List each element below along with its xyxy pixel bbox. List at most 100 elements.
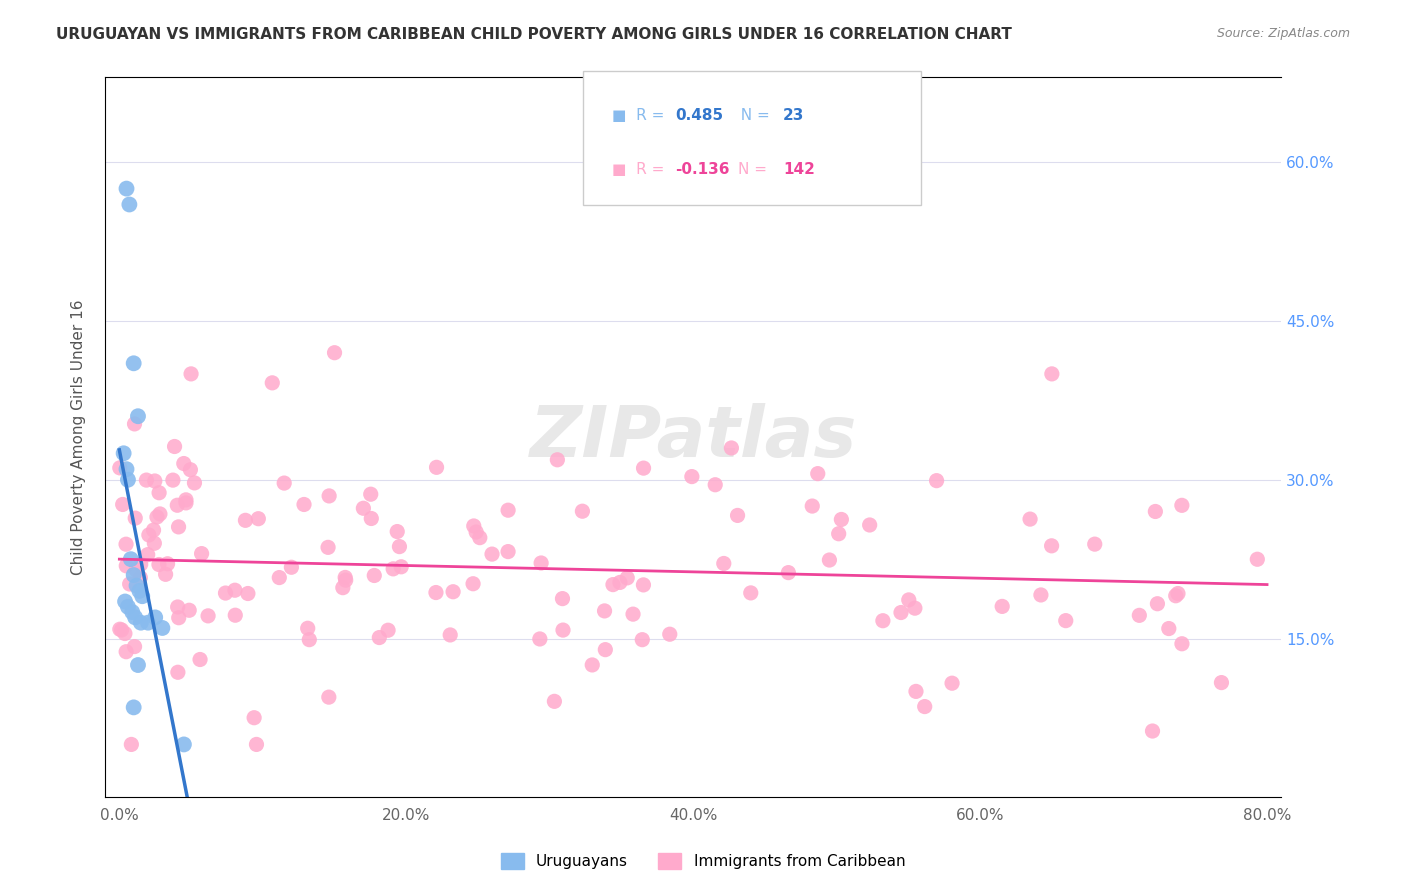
- Uruguayans: [150, 621, 173, 635]
- Immigrants from Caribbean: [298, 632, 321, 647]
- Immigrants from Caribbean: [595, 642, 617, 657]
- Immigrants from Caribbean: [115, 645, 138, 659]
- Immigrants from Caribbean: [332, 581, 354, 595]
- Immigrants from Caribbean: [496, 544, 519, 558]
- Immigrants from Caribbean: [633, 461, 655, 475]
- Immigrants from Caribbean: [167, 611, 190, 625]
- Immigrants from Caribbean: [167, 520, 190, 534]
- Immigrants from Caribbean: [439, 628, 461, 642]
- Immigrants from Caribbean: [148, 558, 170, 572]
- Immigrants from Caribbean: [1128, 608, 1150, 623]
- Uruguayans: [118, 197, 141, 211]
- Uruguayans: [115, 462, 138, 476]
- Immigrants from Caribbean: [1211, 675, 1233, 690]
- Immigrants from Caribbean: [1146, 597, 1168, 611]
- Uruguayans: [115, 181, 138, 195]
- Immigrants from Caribbean: [125, 563, 148, 577]
- Legend: Uruguayans, Immigrants from Caribbean: Uruguayans, Immigrants from Caribbean: [495, 847, 911, 875]
- Immigrants from Caribbean: [297, 621, 319, 635]
- Immigrants from Caribbean: [179, 603, 201, 617]
- Immigrants from Caribbean: [115, 558, 138, 573]
- Immigrants from Caribbean: [316, 541, 339, 555]
- Immigrants from Caribbean: [818, 553, 841, 567]
- Uruguayans: [120, 552, 142, 566]
- Immigrants from Caribbean: [807, 467, 830, 481]
- Uruguayans: [125, 579, 148, 593]
- Immigrants from Caribbean: [551, 623, 574, 637]
- Immigrants from Caribbean: [183, 475, 205, 490]
- Immigrants from Caribbean: [245, 738, 267, 752]
- Text: ■  R =: ■ R =: [612, 109, 669, 123]
- Immigrants from Caribbean: [236, 586, 259, 600]
- Immigrants from Caribbean: [280, 560, 302, 574]
- Immigrants from Caribbean: [1144, 504, 1167, 518]
- Immigrants from Caribbean: [156, 557, 179, 571]
- Immigrants from Caribbean: [463, 519, 485, 533]
- Immigrants from Caribbean: [602, 577, 624, 591]
- Immigrants from Caribbean: [166, 599, 188, 614]
- Point: [180, 367, 202, 381]
- Immigrants from Caribbean: [163, 440, 186, 454]
- Uruguayans: [117, 473, 139, 487]
- Text: 23: 23: [783, 109, 804, 123]
- Immigrants from Caribbean: [179, 463, 201, 477]
- Immigrants from Caribbean: [551, 591, 574, 606]
- Immigrants from Caribbean: [273, 476, 295, 491]
- Immigrants from Caribbean: [727, 508, 749, 523]
- Point: [1040, 367, 1063, 381]
- Immigrants from Caribbean: [114, 626, 136, 640]
- Immigrants from Caribbean: [108, 461, 131, 475]
- Immigrants from Caribbean: [174, 492, 197, 507]
- Uruguayans: [117, 599, 139, 614]
- Immigrants from Caribbean: [496, 503, 519, 517]
- Immigrants from Caribbean: [593, 604, 616, 618]
- Immigrants from Caribbean: [529, 632, 551, 646]
- Uruguayans: [122, 356, 145, 370]
- Immigrants from Caribbean: [174, 496, 197, 510]
- Immigrants from Caribbean: [904, 684, 927, 698]
- Immigrants from Caribbean: [318, 489, 340, 503]
- Immigrants from Caribbean: [616, 571, 638, 585]
- Immigrants from Caribbean: [859, 518, 882, 533]
- Immigrants from Caribbean: [197, 608, 219, 623]
- Immigrants from Caribbean: [108, 622, 131, 636]
- Immigrants from Caribbean: [382, 562, 405, 576]
- Immigrants from Caribbean: [235, 513, 257, 527]
- Y-axis label: Child Poverty Among Girls Under 16: Child Poverty Among Girls Under 16: [72, 300, 86, 575]
- Immigrants from Caribbean: [155, 567, 177, 582]
- Immigrants from Caribbean: [897, 593, 920, 607]
- Immigrants from Caribbean: [543, 694, 565, 708]
- Immigrants from Caribbean: [828, 526, 851, 541]
- Uruguayans: [128, 583, 150, 598]
- Immigrants from Caribbean: [214, 586, 236, 600]
- Immigrants from Caribbean: [581, 657, 603, 672]
- Immigrants from Caribbean: [335, 570, 357, 584]
- Immigrants from Caribbean: [1029, 588, 1052, 602]
- Uruguayans: [136, 615, 159, 630]
- Uruguayans: [131, 589, 153, 603]
- Immigrants from Caribbean: [633, 578, 655, 592]
- Immigrants from Caribbean: [425, 585, 447, 599]
- Immigrants from Caribbean: [166, 498, 188, 512]
- Immigrants from Caribbean: [530, 556, 553, 570]
- Immigrants from Caribbean: [465, 524, 488, 539]
- Immigrants from Caribbean: [190, 547, 212, 561]
- Immigrants from Caribbean: [389, 559, 412, 574]
- Immigrants from Caribbean: [335, 573, 357, 587]
- Immigrants from Caribbean: [1171, 499, 1194, 513]
- Immigrants from Caribbean: [1164, 589, 1187, 603]
- Immigrants from Caribbean: [941, 676, 963, 690]
- Immigrants from Caribbean: [468, 531, 491, 545]
- Immigrants from Caribbean: [146, 510, 169, 524]
- Immigrants from Caribbean: [914, 699, 936, 714]
- Immigrants from Caribbean: [143, 474, 166, 488]
- Immigrants from Caribbean: [704, 477, 727, 491]
- Immigrants from Caribbean: [138, 528, 160, 542]
- Immigrants from Caribbean: [387, 524, 409, 539]
- Immigrants from Caribbean: [1171, 637, 1194, 651]
- Immigrants from Caribbean: [925, 474, 948, 488]
- Immigrants from Caribbean: [173, 457, 195, 471]
- Text: N =: N =: [731, 109, 775, 123]
- Immigrants from Caribbean: [872, 614, 894, 628]
- Text: URUGUAYAN VS IMMIGRANTS FROM CARIBBEAN CHILD POVERTY AMONG GIRLS UNDER 16 CORREL: URUGUAYAN VS IMMIGRANTS FROM CARIBBEAN C…: [56, 27, 1012, 42]
